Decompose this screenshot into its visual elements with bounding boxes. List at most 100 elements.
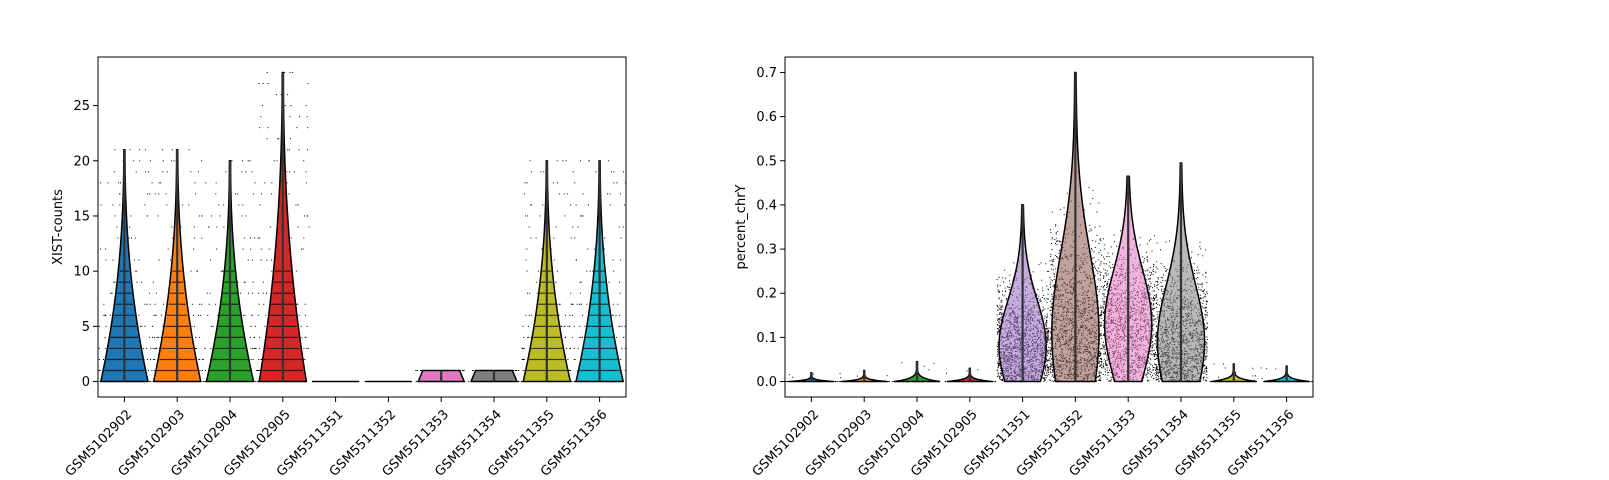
data-point — [998, 291, 1000, 293]
data-point — [580, 215, 582, 217]
data-point — [1048, 330, 1050, 332]
data-point — [1101, 362, 1103, 364]
data-point — [296, 303, 298, 305]
violin-GSM5511351 — [996, 204, 1050, 383]
data-point — [258, 370, 260, 372]
data-point — [609, 204, 611, 206]
data-point — [573, 347, 575, 349]
data-point — [1057, 257, 1059, 259]
data-point — [530, 237, 532, 239]
data-point — [259, 237, 261, 239]
data-point — [561, 325, 563, 327]
data-point — [307, 215, 309, 217]
data-point — [1049, 229, 1051, 231]
data-point — [1046, 336, 1048, 338]
data-point — [996, 327, 998, 329]
data-point — [1051, 211, 1053, 213]
data-point — [201, 215, 203, 217]
data-point — [207, 314, 209, 316]
data-point — [249, 336, 251, 338]
data-point — [997, 319, 999, 321]
data-point — [577, 347, 579, 349]
data-point — [262, 82, 264, 84]
data-point — [1002, 277, 1004, 279]
data-point — [1051, 303, 1053, 305]
data-point — [1048, 369, 1050, 371]
data-point — [579, 281, 581, 283]
data-point — [618, 226, 620, 228]
data-point — [1049, 371, 1051, 373]
data-point — [462, 370, 464, 372]
data-point — [1002, 312, 1004, 314]
data-point — [415, 370, 417, 372]
data-point — [1051, 363, 1053, 365]
data-point — [1096, 287, 1098, 289]
data-point — [1097, 288, 1099, 290]
data-point — [576, 303, 578, 305]
data-point — [1047, 367, 1049, 369]
data-point — [198, 358, 200, 360]
data-point — [1090, 248, 1092, 250]
data-point — [114, 149, 116, 151]
data-point — [1098, 362, 1100, 364]
data-point — [998, 375, 1000, 377]
data-point — [1104, 285, 1106, 287]
data-point — [1041, 279, 1043, 281]
data-point — [1048, 336, 1050, 338]
data-point — [151, 336, 153, 338]
data-point — [1052, 374, 1054, 376]
data-point — [262, 281, 264, 283]
data-point — [107, 182, 109, 184]
data-point — [612, 259, 614, 261]
data-point — [113, 281, 115, 283]
data-point — [222, 270, 224, 272]
data-point — [253, 347, 255, 349]
data-point — [1046, 338, 1048, 340]
data-point — [994, 381, 996, 383]
data-point — [1001, 313, 1003, 315]
data-point — [1053, 273, 1055, 275]
data-point — [266, 292, 268, 294]
data-point — [524, 182, 526, 184]
data-point — [999, 378, 1001, 380]
data-point — [214, 303, 216, 305]
data-point — [264, 325, 266, 327]
data-point — [553, 259, 555, 261]
data-point — [616, 182, 618, 184]
data-point — [146, 358, 148, 360]
data-point — [198, 215, 200, 217]
data-point — [1043, 294, 1045, 296]
data-point — [255, 370, 257, 372]
data-point — [260, 358, 262, 360]
data-point — [144, 149, 146, 151]
data-point — [146, 215, 148, 217]
data-point — [1102, 348, 1104, 350]
data-point — [241, 215, 243, 217]
data-point — [308, 226, 310, 228]
data-point — [571, 336, 573, 338]
data-point — [1045, 328, 1047, 330]
data-point — [191, 325, 193, 327]
data-point — [1044, 317, 1046, 319]
data-point — [278, 138, 280, 140]
data-point — [1053, 284, 1055, 286]
data-point — [254, 182, 256, 184]
data-point — [1104, 353, 1106, 355]
data-point — [154, 347, 156, 349]
data-point — [1046, 365, 1048, 367]
data-point — [166, 171, 168, 173]
data-point — [1055, 224, 1057, 226]
data-point — [1056, 241, 1058, 243]
data-point — [305, 336, 307, 338]
data-point — [530, 336, 532, 338]
data-point — [260, 248, 262, 250]
data-point — [888, 381, 890, 383]
data-point — [572, 226, 574, 228]
data-point — [998, 362, 1000, 364]
data-point — [1046, 341, 1048, 343]
data-point — [1098, 351, 1100, 353]
data-point — [117, 237, 119, 239]
data-point — [996, 345, 998, 347]
data-point — [1098, 290, 1100, 292]
data-point — [610, 171, 612, 173]
